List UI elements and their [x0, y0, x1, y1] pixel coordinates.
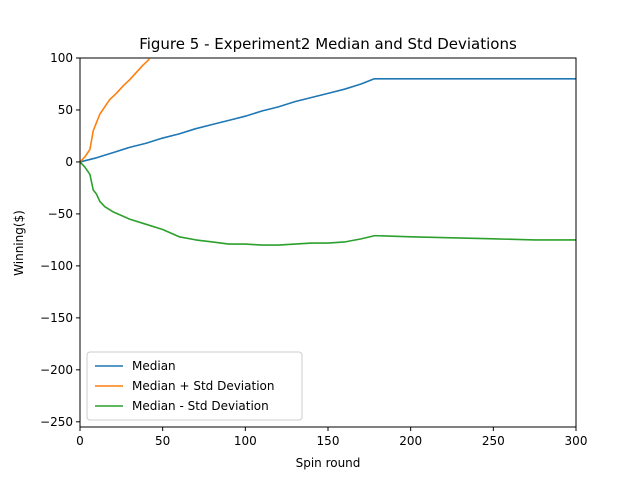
x-tick-label: 200: [399, 434, 422, 448]
x-axis-ticks: 0 50 100 150 200 250 300: [76, 427, 587, 448]
series-line-median-minus-std: [79, 161, 576, 246]
series-line-median: [79, 77, 576, 163]
plot-lines: [79, 58, 576, 246]
legend-box: [86, 351, 303, 421]
y-tick-label: −100: [40, 259, 73, 273]
x-tick-label: 150: [317, 434, 340, 448]
y-tick-label: −150: [40, 311, 73, 325]
y-tick-label: −200: [40, 363, 73, 377]
y-tick-label: 0: [65, 155, 73, 169]
y-tick-label: 100: [50, 51, 73, 65]
x-axis-label: Spin round: [296, 456, 361, 470]
x-tick-label: 100: [234, 434, 257, 448]
y-tick-label: −250: [40, 415, 73, 429]
series-line-median-plus-std: [79, 58, 150, 163]
chart-title: Figure 5 - Experiment2 Median and Std De…: [139, 35, 517, 53]
y-tick-label: 50: [58, 103, 73, 117]
legend-label-median: Median: [132, 359, 176, 373]
y-tick-label: −50: [48, 207, 73, 221]
x-tick-label: 300: [565, 434, 588, 448]
x-tick-label: 50: [155, 434, 170, 448]
y-axis-label: Winning($): [12, 210, 26, 276]
legend: Median Median + Std Deviation Median - S…: [86, 351, 303, 421]
y-axis-ticks: −250 −200 −150 −100 −50 0 50 100: [40, 51, 80, 429]
x-tick-label: 250: [482, 434, 505, 448]
x-tick-label: 0: [76, 434, 84, 448]
legend-label-median-minus-std: Median - Std Deviation: [132, 399, 269, 413]
legend-label-median-plus-std: Median + Std Deviation: [132, 379, 274, 393]
